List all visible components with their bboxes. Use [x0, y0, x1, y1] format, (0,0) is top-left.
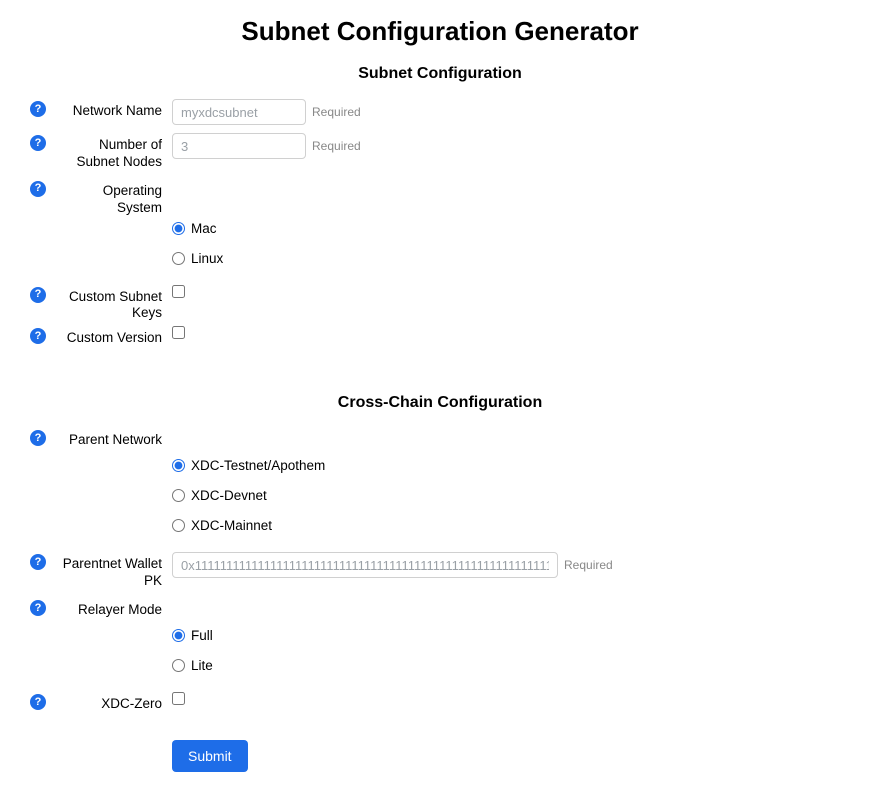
parent-network-testnet-label: XDC-Testnet/Apothem	[191, 458, 325, 473]
help-icon[interactable]: ?	[30, 328, 46, 344]
xdc-zero-label: XDC-Zero	[58, 692, 172, 713]
parent-network-devnet-label: XDC-Devnet	[191, 488, 267, 503]
help-icon[interactable]: ?	[30, 694, 46, 710]
xdc-zero-checkbox[interactable]	[172, 692, 185, 705]
page-title: Subnet Configuration Generator	[30, 16, 850, 47]
help-icon[interactable]: ?	[30, 101, 46, 117]
relayer-radio-lite[interactable]	[172, 659, 185, 672]
relayer-option-lite[interactable]: Lite	[172, 658, 213, 673]
cross-chain-section-title: Cross-Chain Configuration	[30, 394, 850, 412]
relayer-radio-full[interactable]	[172, 629, 185, 642]
os-option-mac-label: Mac	[191, 221, 217, 236]
wallet-pk-input[interactable]	[172, 552, 558, 578]
parent-network-label: Parent Network	[58, 428, 172, 449]
help-icon[interactable]: ?	[30, 600, 46, 616]
os-radio-linux[interactable]	[172, 252, 185, 265]
help-icon[interactable]: ?	[30, 287, 46, 303]
subnet-section-title: Subnet Configuration	[30, 65, 850, 83]
os-radio-mac[interactable]	[172, 222, 185, 235]
parent-network-option-devnet[interactable]: XDC-Devnet	[172, 488, 267, 503]
help-icon[interactable]: ?	[30, 135, 46, 151]
os-label: Operating System	[58, 179, 172, 217]
parent-network-option-testnet[interactable]: XDC-Testnet/Apothem	[172, 458, 325, 473]
os-option-mac[interactable]: Mac	[172, 221, 217, 236]
custom-version-checkbox[interactable]	[172, 326, 185, 339]
relayer-lite-label: Lite	[191, 658, 213, 673]
parent-network-radio-devnet[interactable]	[172, 489, 185, 502]
parent-network-radio-testnet[interactable]	[172, 459, 185, 472]
parent-network-mainnet-label: XDC-Mainnet	[191, 518, 272, 533]
network-name-label: Network Name	[58, 99, 172, 120]
network-name-input[interactable]	[172, 99, 306, 125]
required-label: Required	[312, 139, 361, 153]
wallet-pk-label: Parentnet Wallet PK	[58, 552, 172, 590]
relayer-full-label: Full	[191, 628, 213, 643]
submit-button[interactable]: Submit	[172, 740, 248, 772]
required-label: Required	[312, 105, 361, 119]
custom-keys-label: Custom Subnet Keys	[58, 285, 172, 323]
num-nodes-input[interactable]	[172, 133, 306, 159]
parent-network-radio-mainnet[interactable]	[172, 519, 185, 532]
custom-version-label: Custom Version	[58, 326, 172, 347]
num-nodes-label: Number of Subnet Nodes	[58, 133, 172, 171]
help-icon[interactable]: ?	[30, 181, 46, 197]
relayer-option-full[interactable]: Full	[172, 628, 213, 643]
parent-network-option-mainnet[interactable]: XDC-Mainnet	[172, 518, 272, 533]
required-label: Required	[564, 558, 613, 572]
custom-keys-checkbox[interactable]	[172, 285, 185, 298]
help-icon[interactable]: ?	[30, 430, 46, 446]
relayer-mode-label: Relayer Mode	[58, 598, 172, 619]
help-icon[interactable]: ?	[30, 554, 46, 570]
os-option-linux-label: Linux	[191, 251, 223, 266]
os-option-linux[interactable]: Linux	[172, 251, 223, 266]
